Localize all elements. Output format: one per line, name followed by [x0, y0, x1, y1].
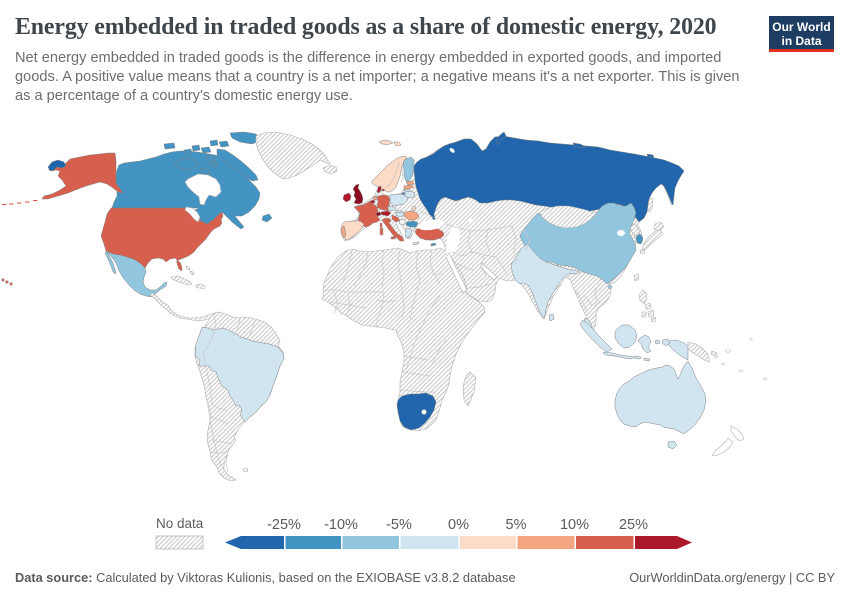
svg-text:0%: 0% — [448, 517, 469, 533]
svg-text:-10%: -10% — [324, 517, 358, 533]
svg-text:25%: 25% — [619, 517, 648, 533]
svg-text:-25%: -25% — [267, 517, 301, 533]
svg-text:5%: 5% — [506, 517, 527, 533]
svg-text:No data: No data — [156, 516, 204, 531]
svg-text:-5%: -5% — [386, 517, 412, 533]
svg-text:10%: 10% — [560, 517, 589, 533]
